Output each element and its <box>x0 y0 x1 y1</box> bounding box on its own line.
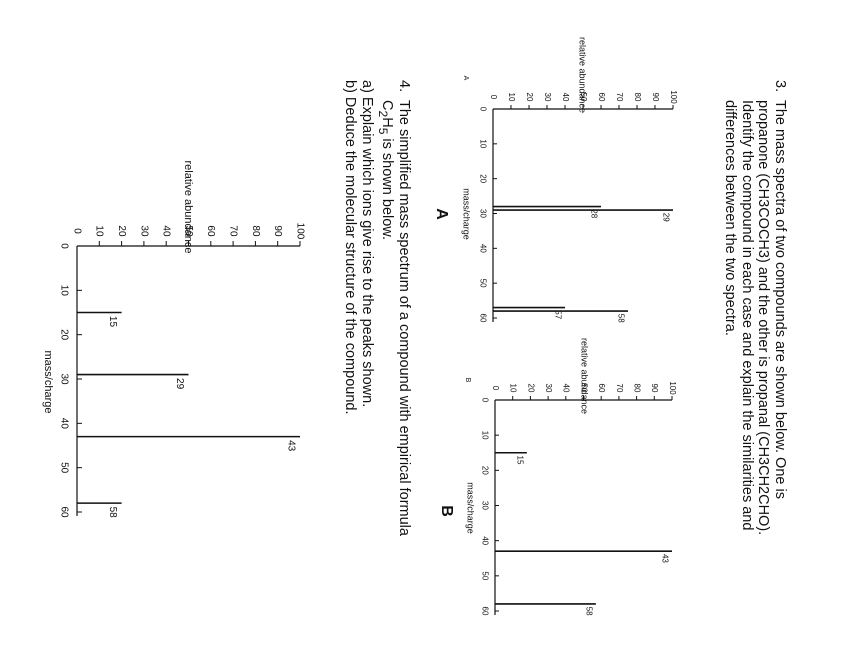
y-axis-title: relative abundance <box>182 161 194 254</box>
x-tick-label: 50 <box>58 462 69 474</box>
y-tick-label: 100 <box>669 90 678 104</box>
x-axis-title: mass/charge <box>466 482 476 534</box>
x-tick-label: 60 <box>58 506 69 518</box>
y-tick-label: 60 <box>205 225 216 237</box>
x-tick-label: 20 <box>478 174 487 183</box>
y-tick-label: 20 <box>116 225 127 237</box>
y-tick-label: 80 <box>250 225 261 237</box>
chart-caption: A <box>433 208 450 220</box>
x-tick-label: 30 <box>478 209 487 218</box>
x-tick-label: 0 <box>478 107 487 112</box>
y-tick-label: 20 <box>525 93 534 102</box>
peak-label-15: 15 <box>107 316 118 328</box>
y-tick-label: 90 <box>651 93 660 102</box>
x-tick-label: 20 <box>58 329 69 341</box>
y-tick-label: 50 <box>579 384 588 393</box>
x-tick-label: 30 <box>58 373 69 385</box>
x-axis-title: mass/charge <box>462 188 472 240</box>
y-tick-label: 40 <box>161 225 172 237</box>
y-tick-label: 30 <box>543 93 552 102</box>
x-tick-label: 10 <box>480 431 489 440</box>
y-tick-label: 50 <box>183 225 194 237</box>
y-tick-label: 40 <box>561 93 570 102</box>
y-tick-label: 70 <box>227 225 238 237</box>
x-tick-label: 60 <box>480 607 489 616</box>
y-tick-label: 0 <box>491 386 500 391</box>
x-tick-label: 50 <box>478 279 487 288</box>
peak-label-28: 28 <box>590 209 599 218</box>
y-tick-label: 70 <box>615 384 624 393</box>
x-tick-label: 0 <box>480 398 489 403</box>
y-tick-label: 50 <box>579 93 588 102</box>
y-tick-label: 90 <box>272 225 283 237</box>
chart-caption: B <box>438 505 455 517</box>
y-tick-label: 60 <box>597 93 606 102</box>
chart-2: 0 10 20 30 40 50 60 10 20 30 40 50 60 70 80 90 100 0 relat… <box>438 338 677 616</box>
y-tick-label: 90 <box>650 384 659 393</box>
peak-label-29: 29 <box>662 213 671 222</box>
peak-label-29: 29 <box>174 378 185 390</box>
y-tick-label: 40 <box>562 384 571 393</box>
x-tick-label: 40 <box>478 244 487 253</box>
y-axis-title: relative abundance <box>578 37 588 113</box>
y-tick-label: 80 <box>632 384 641 393</box>
y-tick-label: 20 <box>526 384 535 393</box>
y-tick-label: 100 <box>668 381 677 395</box>
y-tick-label: 0 <box>71 228 82 234</box>
y-tick-label: 80 <box>633 93 642 102</box>
peak-label-15: 15 <box>516 455 525 464</box>
y-tick-label: 60 <box>597 384 606 393</box>
chart-1: 0 10 20 30 40 50 60 10 20 30 40 50 60 70 80 90 100 0 relat… <box>433 37 678 323</box>
y-tick-label: 10 <box>507 93 516 102</box>
x-tick-label: 60 <box>478 314 487 323</box>
y-tick-label: 30 <box>544 384 553 393</box>
x-tick-label: 10 <box>478 139 487 148</box>
chart-corner-label: A <box>462 76 469 81</box>
x-tick-label: 50 <box>480 571 489 580</box>
peak-label-58: 58 <box>617 314 626 323</box>
x-tick-label: 20 <box>480 466 489 475</box>
y-tick-label: 100 <box>294 223 305 240</box>
peak-label-58: 58 <box>585 607 594 616</box>
y-tick-label: 10 <box>94 225 105 237</box>
chart-corner-label: B <box>464 378 471 383</box>
peak-label-43: 43 <box>661 554 670 563</box>
y-tick-label: 0 <box>489 95 498 100</box>
chart-3: 0 10 20 30 40 50 60 10 20 30 40 50 60 70 80 90 100 0 relat… <box>42 161 305 519</box>
x-tick-label: 30 <box>480 501 489 510</box>
x-tick-label: 10 <box>58 285 69 297</box>
peak-label-57: 57 <box>554 310 563 319</box>
x-tick-label: 40 <box>58 418 69 430</box>
y-tick-label: 30 <box>138 225 149 237</box>
x-tick-label: 0 <box>58 243 69 249</box>
peak-label-43: 43 <box>285 440 296 452</box>
y-tick-label: 10 <box>509 384 518 393</box>
y-axis-title: relative abundance <box>580 338 590 414</box>
y-tick-label: 70 <box>615 93 624 102</box>
x-tick-label: 40 <box>480 536 489 545</box>
x-axis-title: mass/charge <box>42 351 54 414</box>
peak-label-58: 58 <box>107 507 118 519</box>
